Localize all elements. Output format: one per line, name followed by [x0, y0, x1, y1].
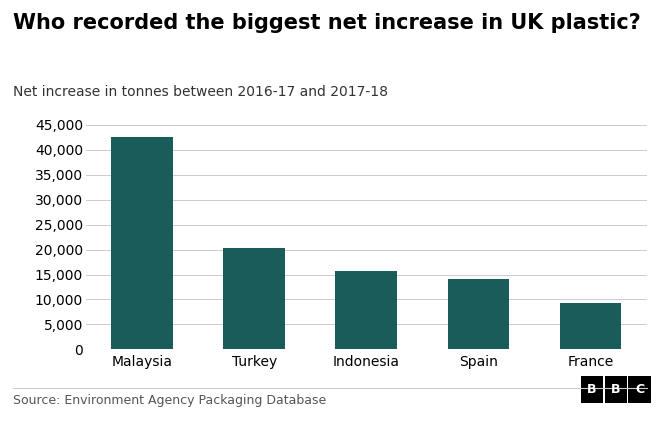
Text: B: B — [587, 383, 597, 396]
Bar — [560, 303, 621, 349]
Text: B: B — [611, 383, 620, 396]
Bar — [112, 138, 173, 349]
Text: Net increase in tonnes between 2016-17 and 2017-18: Net increase in tonnes between 2016-17 a… — [13, 85, 388, 99]
Text: Source: Environment Agency Packaging Database: Source: Environment Agency Packaging Dat… — [13, 394, 327, 407]
Bar — [447, 279, 510, 349]
Text: C: C — [635, 383, 644, 396]
Bar — [335, 271, 397, 349]
Text: Who recorded the biggest net increase in UK plastic?: Who recorded the biggest net increase in… — [13, 13, 641, 33]
Bar — [223, 248, 285, 349]
